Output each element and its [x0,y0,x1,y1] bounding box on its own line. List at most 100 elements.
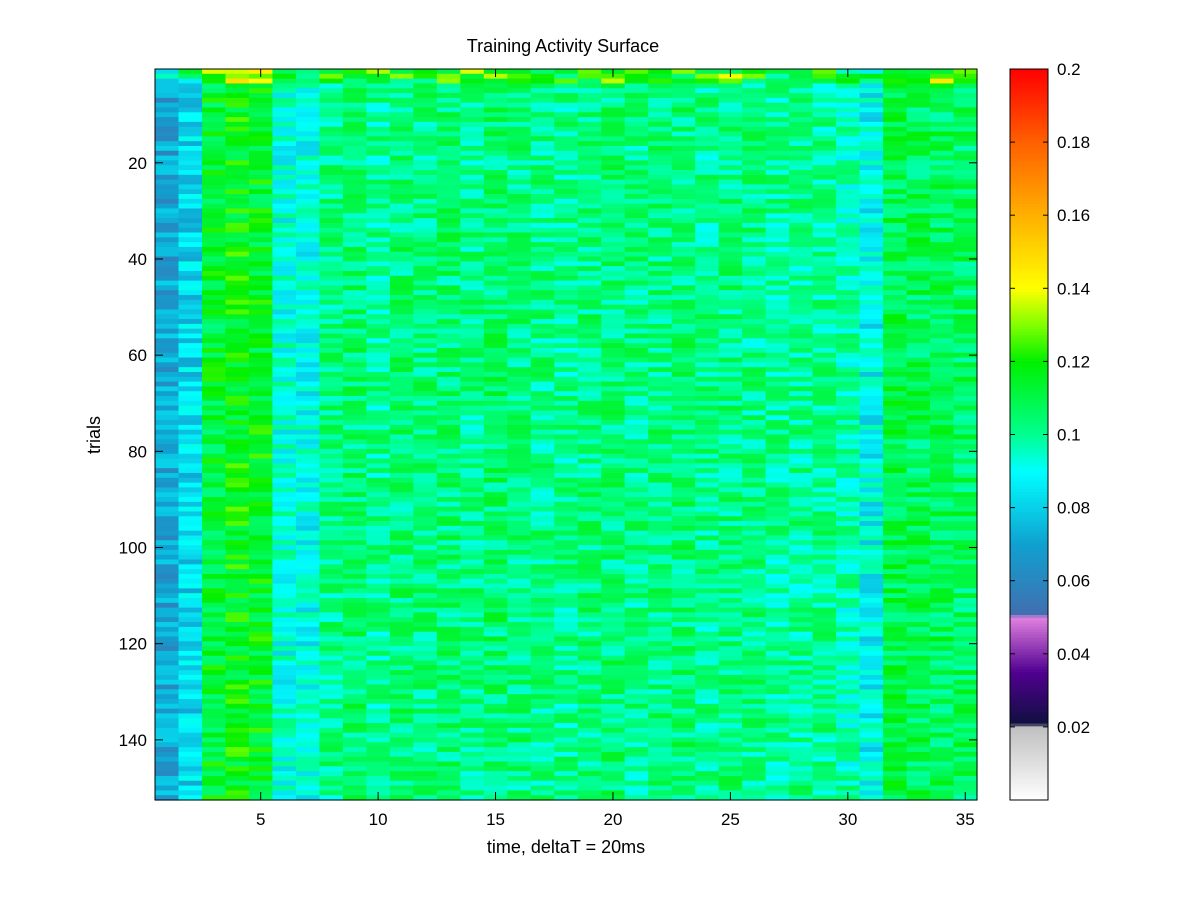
heatmap-cell [460,434,485,440]
heatmap-cell [483,583,508,589]
heatmap-cell [295,694,320,700]
heatmap-cell [530,203,555,210]
heatmap-cell [413,742,438,748]
heatmap-cell [577,275,602,282]
heatmap-cell [155,69,180,75]
heatmap-cell [436,564,461,570]
heatmap-cell [601,280,626,287]
heatmap-cell [248,222,274,229]
heatmap-cell [483,261,508,267]
heatmap-cell [930,189,955,195]
heatmap-cell [178,121,203,128]
heatmap-cell [366,232,391,238]
heatmap-cell [155,448,180,455]
heatmap-cell [577,136,602,142]
heatmap-cell [930,742,955,748]
heatmap-cell [671,530,696,537]
heatmap-cell [789,141,814,147]
heatmap-cell [930,78,955,85]
heatmap-cell [648,545,673,551]
heatmap-cell [718,256,743,262]
heatmap-cell [812,477,837,484]
heatmap-cell [601,343,626,349]
heatmap-cell [272,145,297,152]
heatmap-cell [155,141,180,147]
heatmap-cell [906,477,931,484]
heatmap-cell [765,694,790,700]
heatmap-cell [695,554,720,561]
heatmap-cell [883,646,908,652]
heatmap-cell [460,237,485,243]
heatmap-cell [295,381,320,388]
heatmap-cell [554,598,579,604]
heatmap-cell [507,501,532,508]
heatmap-cell [319,102,344,109]
heatmap-cell [248,535,274,541]
heatmap-cell [648,295,673,301]
heatmap-cell [789,410,814,416]
heatmap-cell [554,218,579,224]
heatmap-cell [248,396,274,402]
heatmap-cell [460,112,485,118]
heatmap-cell [460,626,485,633]
heatmap-cell [953,631,978,638]
heatmap-cell [789,256,814,262]
heatmap-cell [225,184,250,190]
heatmap-cell [530,338,555,344]
heatmap-cell [413,607,438,614]
heatmap-cell [601,270,626,277]
heatmap-cell [765,540,790,546]
heatmap-cell [178,506,203,513]
heatmap-cell [295,679,320,686]
heatmap-cell [648,362,673,368]
heatmap-cell [765,328,790,335]
heatmap-cell [413,521,438,527]
heatmap-cell [155,213,180,219]
heatmap-cell [530,684,555,690]
heatmap-cell [671,540,696,546]
heatmap-cell [366,275,391,282]
heatmap-cell [483,97,508,104]
heatmap-cell [554,699,579,705]
heatmap-cell [319,641,344,647]
heatmap-cell [389,150,414,157]
heatmap-cell [577,78,602,85]
heatmap-cell [648,88,673,94]
heatmap-cell [812,256,837,262]
heatmap-cell [248,549,274,556]
heatmap-cell [695,246,720,253]
heatmap-cell [601,391,626,397]
heatmap-cell [648,593,673,599]
heatmap-cell [601,251,626,258]
heatmap-cell [155,88,180,94]
heatmap-cell [436,213,461,219]
heatmap-cell [272,612,297,618]
heatmap-cell [389,626,414,633]
heatmap-cell [953,299,978,306]
heatmap-cell [225,83,250,89]
heatmap-cell [695,213,720,219]
heatmap-cell [601,299,626,306]
heatmap-cell [812,516,837,522]
heatmap-cell [648,78,673,85]
heatmap-cell [295,285,320,291]
heatmap-cell [883,121,908,128]
heatmap-cell [671,165,696,171]
heatmap-cell [483,246,508,253]
heatmap-cell [389,285,414,291]
heatmap-cell [648,189,673,195]
heatmap-cell [248,674,274,681]
heatmap-cell [695,218,720,224]
heatmap-cell [272,131,297,137]
heatmap-cell [765,487,790,493]
heatmap-cell [859,742,884,748]
heatmap-cell [389,141,414,147]
heatmap-cell [930,362,955,368]
heatmap-cell [201,429,227,436]
heatmap-cell [530,141,555,147]
heatmap-cell [295,535,320,541]
heatmap-cell [225,463,250,469]
heatmap-cell [460,694,485,700]
heatmap-cell [953,650,978,657]
